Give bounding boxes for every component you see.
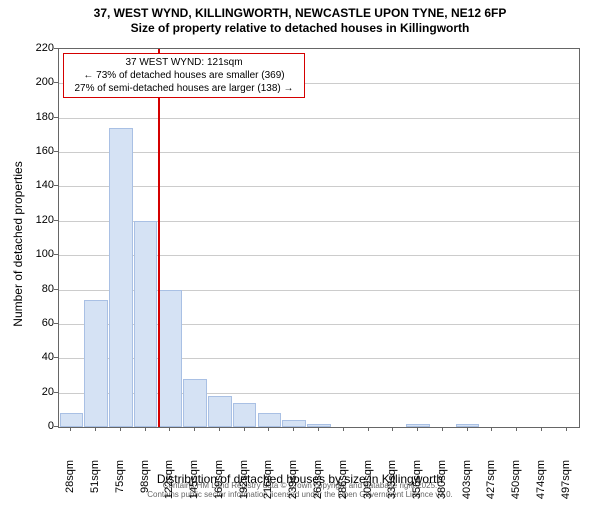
- y-tick-mark: [54, 117, 58, 118]
- y-tick-mark: [54, 185, 58, 186]
- x-tick-mark: [541, 427, 542, 431]
- x-tick-mark: [244, 427, 245, 431]
- gridline: [59, 152, 579, 153]
- x-tick-mark: [120, 427, 121, 431]
- gridline: [59, 118, 579, 119]
- histogram-bar: [134, 221, 158, 427]
- y-tick-label: 140: [14, 179, 54, 191]
- histogram-bar: [258, 413, 282, 427]
- y-tick-mark: [54, 254, 58, 255]
- y-tick-label: 40: [14, 351, 54, 363]
- x-tick-mark: [467, 427, 468, 431]
- y-tick-mark: [54, 48, 58, 49]
- gridline: [59, 186, 579, 187]
- chart-container: 37, WEST WYND, KILLINGWORTH, NEWCASTLE U…: [0, 0, 600, 500]
- x-tick-mark: [219, 427, 220, 431]
- histogram-bar: [109, 128, 133, 427]
- reference-line: [158, 49, 160, 427]
- x-tick-label: 75sqm: [114, 460, 126, 512]
- histogram-bar: [60, 413, 84, 427]
- histogram-bar: [208, 396, 232, 427]
- x-tick-mark: [442, 427, 443, 431]
- title-line-1: 37, WEST WYND, KILLINGWORTH, NEWCASTLE U…: [0, 6, 600, 21]
- x-tick-mark: [343, 427, 344, 431]
- y-tick-mark: [54, 323, 58, 324]
- histogram-bar: [233, 403, 257, 427]
- x-tick-mark: [318, 427, 319, 431]
- y-tick-label: 80: [14, 283, 54, 295]
- y-tick-mark: [54, 357, 58, 358]
- x-tick-label: 427sqm: [485, 460, 497, 512]
- annotation-line-2: ← 73% of detached houses are smaller (36…: [83, 70, 284, 81]
- y-tick-label: 0: [14, 420, 54, 432]
- x-tick-label: 28sqm: [64, 460, 76, 512]
- x-tick-label: 333sqm: [386, 460, 398, 512]
- histogram-bar: [183, 379, 207, 427]
- histogram-bar: [84, 300, 108, 427]
- x-tick-mark: [145, 427, 146, 431]
- x-tick-label: 98sqm: [139, 460, 151, 512]
- x-tick-mark: [70, 427, 71, 431]
- y-tick-label: 180: [14, 111, 54, 123]
- histogram-bar: [159, 290, 183, 427]
- x-tick-label: 169sqm: [213, 460, 225, 512]
- annotation-line-3: 27% of semi-detached houses are larger (…: [74, 83, 293, 94]
- x-tick-label: 122sqm: [163, 460, 175, 512]
- y-tick-label: 220: [14, 42, 54, 54]
- x-tick-label: 497sqm: [560, 460, 572, 512]
- x-tick-label: 450sqm: [510, 460, 522, 512]
- x-tick-mark: [95, 427, 96, 431]
- x-tick-label: 239sqm: [287, 460, 299, 512]
- x-tick-label: 474sqm: [535, 460, 547, 512]
- x-tick-label: 309sqm: [362, 460, 374, 512]
- y-tick-mark: [54, 151, 58, 152]
- x-tick-label: 145sqm: [188, 460, 200, 512]
- x-tick-mark: [268, 427, 269, 431]
- x-tick-mark: [169, 427, 170, 431]
- x-tick-label: 192sqm: [238, 460, 250, 512]
- x-tick-label: 216sqm: [262, 460, 274, 512]
- y-tick-mark: [54, 392, 58, 393]
- y-tick-label: 60: [14, 317, 54, 329]
- annotation-line-1: 37 WEST WYND: 121sqm: [125, 57, 242, 68]
- x-tick-mark: [491, 427, 492, 431]
- y-tick-label: 120: [14, 214, 54, 226]
- histogram-bar: [282, 420, 306, 427]
- x-tick-label: 380sqm: [436, 460, 448, 512]
- x-tick-mark: [417, 427, 418, 431]
- x-tick-mark: [516, 427, 517, 431]
- x-tick-label: 403sqm: [461, 460, 473, 512]
- y-tick-mark: [54, 289, 58, 290]
- x-tick-mark: [392, 427, 393, 431]
- x-tick-mark: [293, 427, 294, 431]
- y-tick-label: 20: [14, 386, 54, 398]
- x-tick-label: 356sqm: [411, 460, 423, 512]
- x-tick-mark: [368, 427, 369, 431]
- y-tick-mark: [54, 82, 58, 83]
- y-tick-mark: [54, 220, 58, 221]
- title-line-2: Size of property relative to detached ho…: [0, 21, 600, 36]
- y-tick-label: 160: [14, 145, 54, 157]
- annotation-box: 37 WEST WYND: 121sqm ← 73% of detached ho…: [63, 53, 305, 98]
- x-tick-mark: [194, 427, 195, 431]
- y-tick-label: 100: [14, 248, 54, 260]
- y-tick-mark: [54, 426, 58, 427]
- x-tick-label: 51sqm: [89, 460, 101, 512]
- plot-area: 37 WEST WYND: 121sqm ← 73% of detached ho…: [58, 48, 580, 428]
- chart-title: 37, WEST WYND, KILLINGWORTH, NEWCASTLE U…: [0, 6, 600, 36]
- x-tick-mark: [566, 427, 567, 431]
- x-tick-label: 263sqm: [312, 460, 324, 512]
- x-tick-label: 286sqm: [337, 460, 349, 512]
- y-tick-label: 200: [14, 76, 54, 88]
